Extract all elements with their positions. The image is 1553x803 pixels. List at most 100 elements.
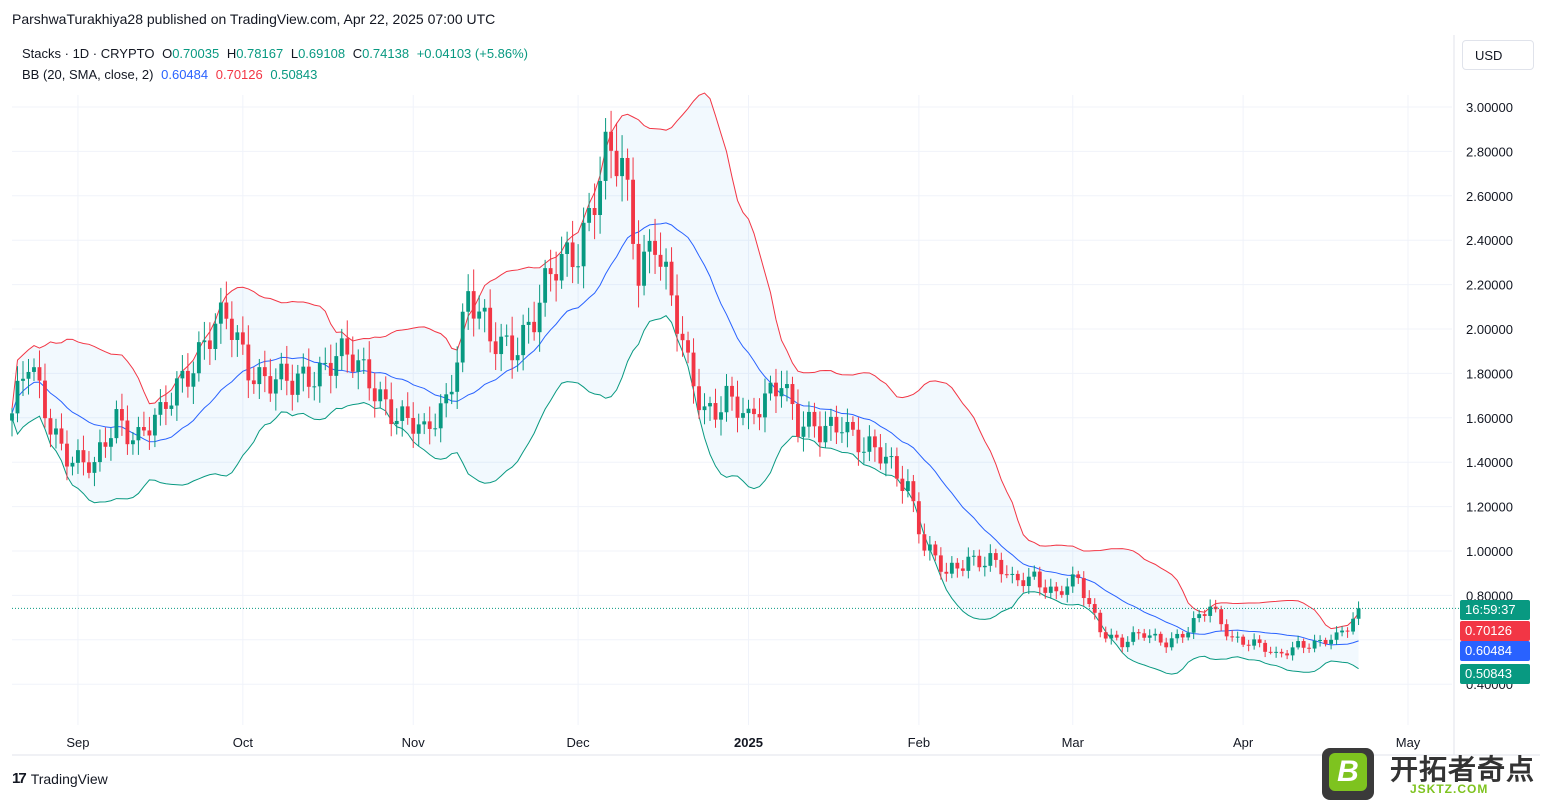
candle-body <box>1114 634 1119 638</box>
candle-body <box>697 386 701 411</box>
candle-body <box>631 179 635 244</box>
bb-legend[interactable]: BB (20, SMA, close, 2) 0.60484 0.70126 0… <box>22 67 321 82</box>
candle-body <box>1169 638 1174 648</box>
candle-body <box>196 342 201 374</box>
candle-body <box>834 416 839 433</box>
candle-body <box>746 408 751 414</box>
candle-body <box>774 382 778 397</box>
currency-button[interactable]: USD <box>1462 40 1534 70</box>
y-tick-label: 1.20000 <box>1466 500 1513 515</box>
candle-body <box>103 442 108 447</box>
candle-body <box>130 440 135 445</box>
candle-body <box>1180 633 1185 638</box>
candle-body <box>592 208 597 216</box>
candle-body <box>785 384 789 389</box>
candle-body <box>1037 571 1042 588</box>
candle-body <box>1334 632 1339 640</box>
candle-body <box>114 409 119 439</box>
candle-body <box>889 456 894 458</box>
bb-lower-value: 0.50843 <box>270 67 318 82</box>
candle-body <box>21 378 25 381</box>
y-tick-label: 2.80000 <box>1466 144 1513 159</box>
candle-body <box>801 426 806 437</box>
candle-body <box>367 359 372 389</box>
candle-body <box>916 501 921 535</box>
candle-body <box>1318 639 1323 641</box>
candle-body <box>669 261 674 296</box>
candle-body <box>1175 633 1180 639</box>
candle-body <box>938 555 943 572</box>
candle-body <box>735 396 740 418</box>
candle-body <box>1010 573 1015 575</box>
candle-body <box>724 385 729 413</box>
candle-body <box>790 384 795 405</box>
candle-body <box>1059 591 1064 595</box>
bb-indicator-label[interactable]: BB (20, SMA, close, 2) <box>22 67 154 82</box>
candle-body <box>554 274 559 281</box>
high-label: H <box>226 46 237 61</box>
candle-body <box>625 157 630 180</box>
watermark: B 开拓者奇点 JSKTZ.COM <box>1310 744 1550 802</box>
candle-body <box>43 380 47 419</box>
open-value: 0.70035 <box>172 46 220 61</box>
candle-body <box>1345 630 1350 632</box>
candle-body <box>609 131 614 151</box>
candle-body <box>812 411 817 427</box>
y-tick-label: 2.40000 <box>1466 233 1513 248</box>
bb-fill <box>12 93 1359 675</box>
candle-body <box>405 406 410 418</box>
candle-body <box>394 420 399 425</box>
candle-body <box>273 379 278 394</box>
x-tick-label: Feb <box>908 735 930 750</box>
candle-body <box>1098 612 1103 633</box>
candle-body <box>504 335 509 337</box>
candle-body <box>515 355 520 361</box>
candle-body <box>152 414 157 436</box>
candle-body <box>262 367 267 377</box>
time-axis: Sep Oct Nov Dec 2025 Feb Mar Apr May <box>66 735 1420 750</box>
candle-body <box>1125 641 1130 648</box>
candle-body <box>982 565 987 568</box>
countdown-tag: 16:59:37 <box>1460 600 1530 620</box>
bb-lower-line <box>11 315 1359 675</box>
candle-body <box>642 251 646 286</box>
candle-body <box>191 373 196 387</box>
ohlc-legend[interactable]: Stacks · 1D · CRYPTO O0.70035 H0.78167 L… <box>22 46 532 61</box>
candle-body <box>1032 571 1037 577</box>
candle-body <box>411 417 416 434</box>
tradingview-logo[interactable]: 17 TradingView <box>12 770 108 787</box>
candle-body <box>207 340 212 349</box>
candle-body <box>521 324 526 356</box>
candle-body <box>312 386 317 388</box>
candle-body <box>620 157 624 177</box>
candle-body <box>691 352 696 387</box>
candle-body <box>328 362 333 376</box>
candle-body <box>741 413 745 418</box>
high-value: 0.78167 <box>236 46 284 61</box>
candle-body <box>136 427 141 441</box>
y-tick-label: 3.00000 <box>1466 100 1513 115</box>
candle-body <box>32 367 36 372</box>
candle-body <box>1202 614 1207 616</box>
candle-body <box>317 362 322 387</box>
candle-body <box>224 302 229 319</box>
candle-body <box>323 362 328 364</box>
candle-body <box>180 370 185 379</box>
candle-body <box>576 266 581 268</box>
x-tick-label: Nov <box>402 735 426 750</box>
candle-body <box>295 373 300 395</box>
candle-body <box>147 430 152 436</box>
candle-body <box>686 340 690 353</box>
candle-body <box>1351 618 1355 632</box>
watermark-url: JSKTZ.COM <box>1410 782 1489 796</box>
candle-body <box>339 338 344 357</box>
candle-body <box>422 421 427 425</box>
candle-body <box>807 411 811 427</box>
candle-body <box>416 424 421 434</box>
candle-body <box>1241 636 1246 645</box>
y-tick-label: 2.00000 <box>1466 322 1513 337</box>
candle-body <box>174 378 179 406</box>
symbol-label[interactable]: Stacks · 1D · CRYPTO <box>22 46 155 61</box>
